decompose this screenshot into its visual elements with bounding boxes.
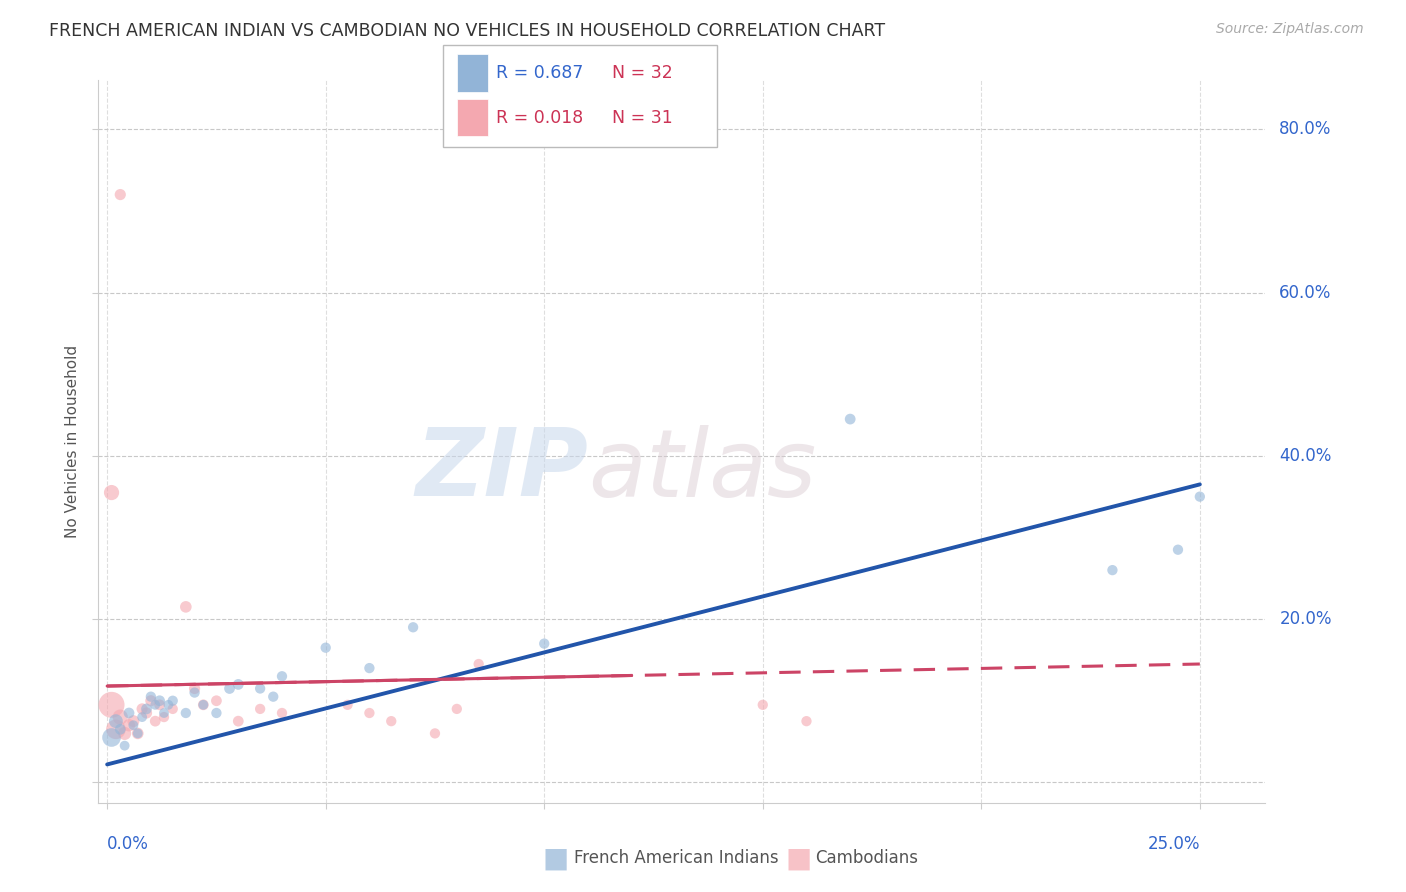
Point bbox=[1101, 563, 1123, 577]
Text: ZIP: ZIP bbox=[416, 425, 589, 516]
Point bbox=[100, 485, 122, 500]
Point bbox=[226, 714, 249, 728]
Point bbox=[110, 187, 132, 202]
Text: 25.0%: 25.0% bbox=[1147, 836, 1199, 854]
Text: R = 0.018: R = 0.018 bbox=[496, 109, 583, 127]
Point bbox=[1188, 490, 1211, 504]
Text: N = 32: N = 32 bbox=[612, 64, 672, 82]
Point bbox=[183, 685, 205, 699]
Point bbox=[193, 698, 215, 712]
Point bbox=[118, 706, 141, 720]
Point bbox=[110, 723, 132, 737]
Text: ■: ■ bbox=[786, 844, 811, 872]
Point bbox=[359, 661, 381, 675]
Point bbox=[446, 702, 468, 716]
Text: Cambodians: Cambodians bbox=[815, 849, 918, 867]
Point bbox=[162, 702, 184, 716]
Point bbox=[157, 698, 180, 712]
Point bbox=[402, 620, 425, 634]
Point bbox=[139, 690, 162, 704]
Point bbox=[226, 677, 249, 691]
Text: R = 0.687: R = 0.687 bbox=[496, 64, 583, 82]
Y-axis label: No Vehicles in Household: No Vehicles in Household bbox=[65, 345, 80, 538]
Text: 60.0%: 60.0% bbox=[1279, 284, 1331, 301]
Point bbox=[114, 726, 136, 740]
Point bbox=[423, 726, 446, 740]
Point bbox=[131, 702, 153, 716]
Point bbox=[122, 714, 145, 728]
Text: atlas: atlas bbox=[589, 425, 817, 516]
Point bbox=[153, 710, 176, 724]
Point bbox=[127, 726, 149, 740]
Point bbox=[262, 690, 284, 704]
Point bbox=[183, 681, 205, 696]
Text: N = 31: N = 31 bbox=[612, 109, 672, 127]
Point bbox=[205, 706, 228, 720]
Point bbox=[135, 702, 157, 716]
Point bbox=[249, 702, 271, 716]
Point bbox=[127, 726, 149, 740]
Point bbox=[110, 710, 132, 724]
Point bbox=[205, 694, 228, 708]
Text: 40.0%: 40.0% bbox=[1279, 447, 1331, 465]
Point bbox=[118, 718, 141, 732]
Point bbox=[104, 723, 127, 737]
Point bbox=[271, 706, 294, 720]
Point bbox=[249, 681, 271, 696]
Point bbox=[143, 714, 166, 728]
Point bbox=[193, 698, 215, 712]
Text: FRENCH AMERICAN INDIAN VS CAMBODIAN NO VEHICLES IN HOUSEHOLD CORRELATION CHART: FRENCH AMERICAN INDIAN VS CAMBODIAN NO V… bbox=[49, 22, 886, 40]
Text: 0.0%: 0.0% bbox=[107, 836, 149, 854]
Point bbox=[153, 706, 176, 720]
Point bbox=[533, 637, 555, 651]
Point bbox=[100, 731, 122, 745]
Point bbox=[336, 698, 359, 712]
Text: 80.0%: 80.0% bbox=[1279, 120, 1331, 138]
Point bbox=[114, 739, 136, 753]
Text: French American Indians: French American Indians bbox=[574, 849, 779, 867]
Point bbox=[174, 706, 197, 720]
Point bbox=[752, 698, 775, 712]
Point bbox=[271, 669, 294, 683]
Point bbox=[149, 698, 172, 712]
Point bbox=[139, 694, 162, 708]
Point bbox=[467, 657, 489, 671]
Point bbox=[796, 714, 818, 728]
Point bbox=[135, 706, 157, 720]
Point bbox=[104, 714, 127, 728]
Point bbox=[149, 694, 172, 708]
Point bbox=[143, 698, 166, 712]
Point bbox=[100, 698, 122, 712]
Text: ■: ■ bbox=[543, 844, 568, 872]
Point bbox=[162, 694, 184, 708]
Point bbox=[122, 718, 145, 732]
Point bbox=[174, 599, 197, 614]
Point bbox=[839, 412, 862, 426]
Point bbox=[131, 710, 153, 724]
Point bbox=[315, 640, 337, 655]
Point bbox=[218, 681, 240, 696]
Point bbox=[1167, 542, 1189, 557]
Text: Source: ZipAtlas.com: Source: ZipAtlas.com bbox=[1216, 22, 1364, 37]
Point bbox=[380, 714, 402, 728]
Point bbox=[359, 706, 381, 720]
Text: 20.0%: 20.0% bbox=[1279, 610, 1331, 628]
